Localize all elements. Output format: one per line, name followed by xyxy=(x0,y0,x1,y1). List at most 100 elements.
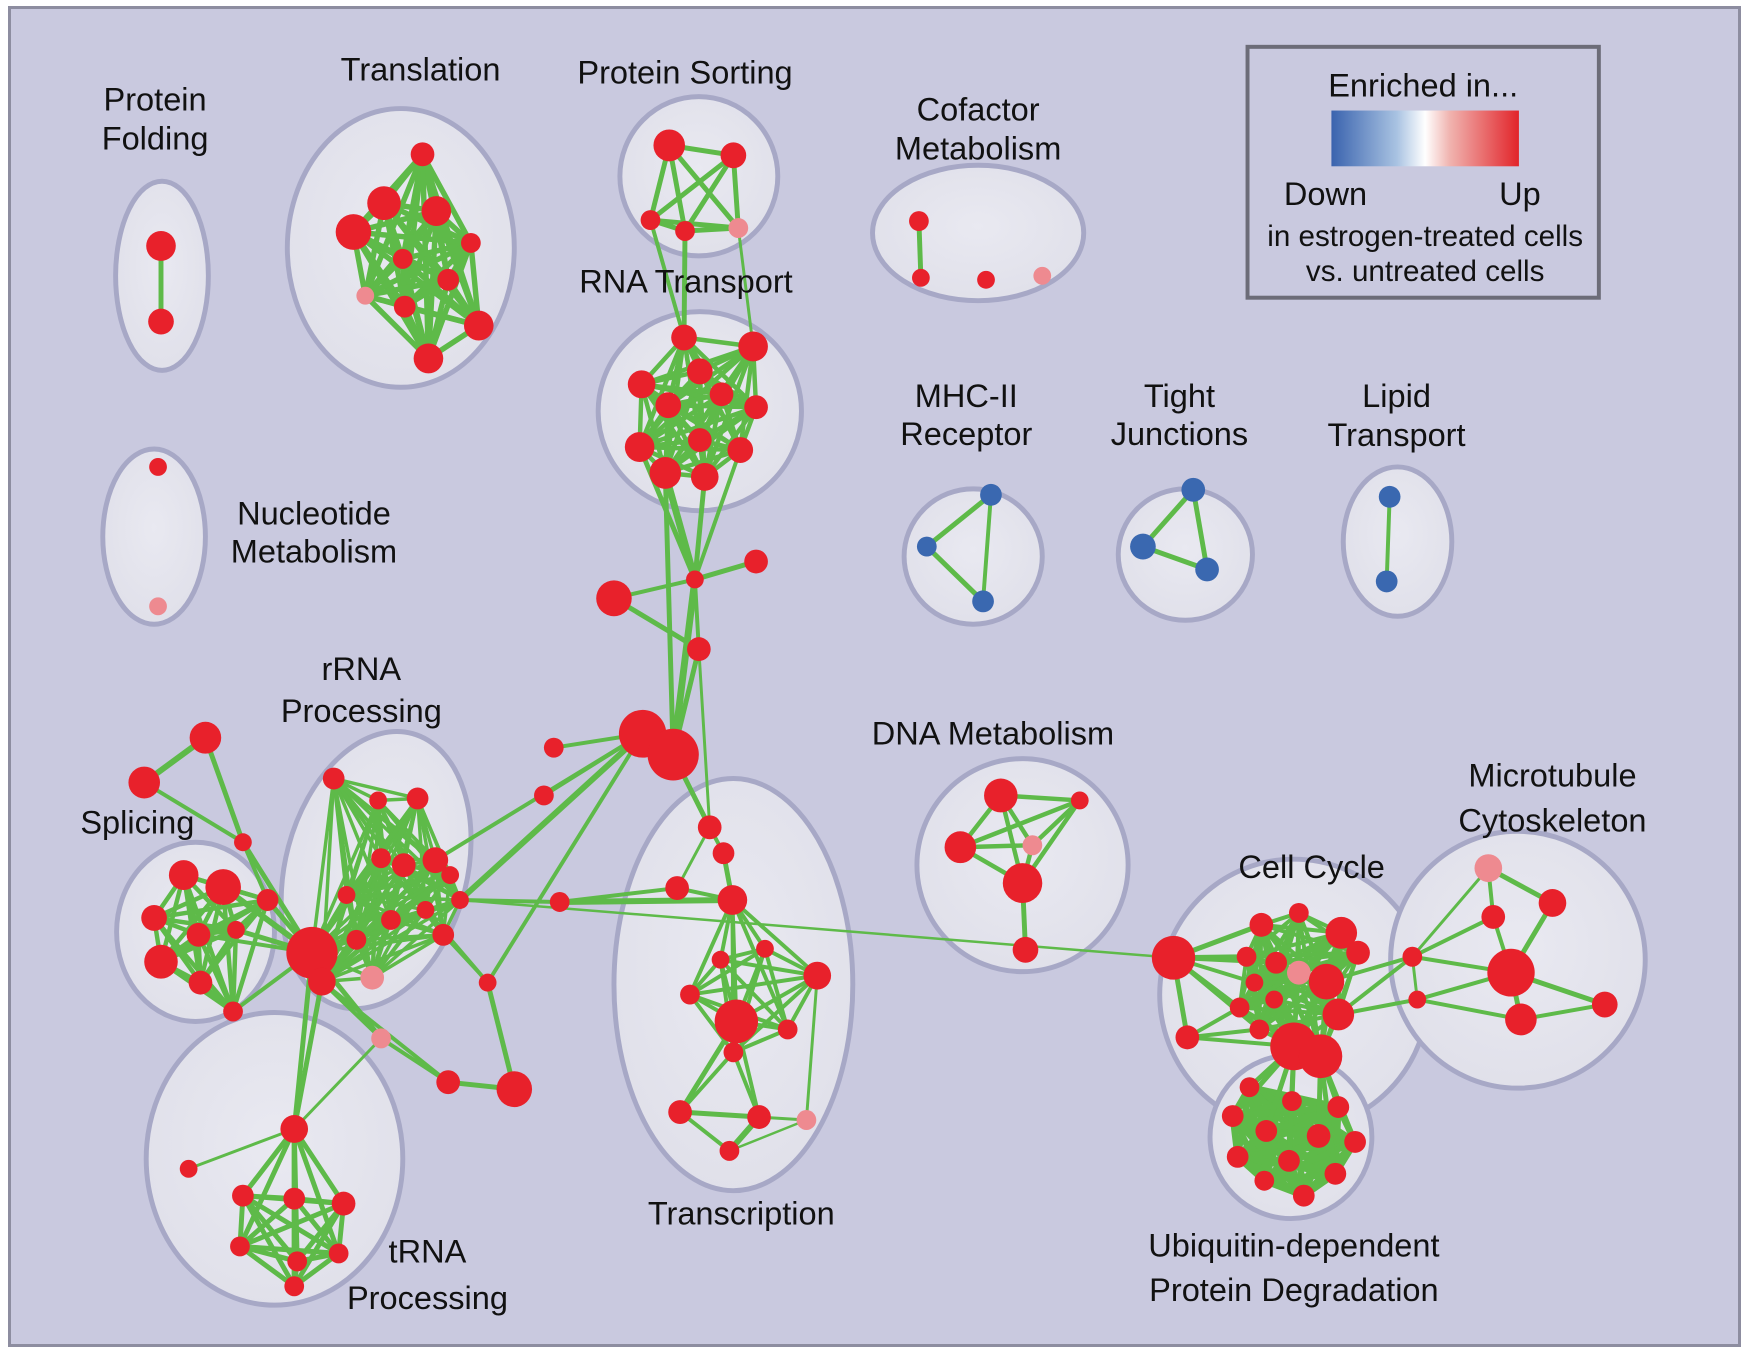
node-m1[interactable] xyxy=(432,923,455,946)
node-u1[interactable] xyxy=(1239,1077,1260,1098)
node-d1[interactable] xyxy=(984,778,1018,813)
node-rr7[interactable] xyxy=(337,886,356,904)
node-t5[interactable] xyxy=(461,232,481,253)
node-tj2[interactable] xyxy=(1130,533,1156,560)
node-cc15[interactable] xyxy=(1298,1034,1343,1079)
node-tc13[interactable] xyxy=(747,1105,771,1129)
node-sp2[interactable] xyxy=(205,869,241,905)
node-sp7[interactable] xyxy=(144,944,178,979)
node-mt6[interactable] xyxy=(1591,991,1618,1018)
node-u9[interactable] xyxy=(1278,1149,1300,1172)
node-tc1[interactable] xyxy=(697,815,722,840)
node-pf1[interactable] xyxy=(146,231,176,261)
node-tc6[interactable] xyxy=(711,950,730,969)
node-tc11[interactable] xyxy=(723,1042,744,1063)
node-cc4[interactable] xyxy=(1346,940,1370,965)
node-m3[interactable] xyxy=(360,965,385,990)
node-j4[interactable] xyxy=(686,637,711,662)
node-lt1[interactable] xyxy=(1378,485,1401,508)
node-t6[interactable] xyxy=(392,248,413,269)
node-rr9[interactable] xyxy=(308,967,336,996)
node-tr1[interactable] xyxy=(232,1184,254,1207)
node-d5[interactable] xyxy=(1002,863,1043,903)
node-mh3[interactable] xyxy=(972,590,994,613)
node-cm3[interactable] xyxy=(977,270,995,289)
node-rr4[interactable] xyxy=(422,847,449,874)
node-sp4[interactable] xyxy=(186,922,211,947)
node-rt6[interactable] xyxy=(655,392,682,419)
node-tc4[interactable] xyxy=(717,885,748,915)
node-lt2[interactable] xyxy=(1375,570,1398,593)
node-rr12[interactable] xyxy=(416,900,435,919)
node-ps4[interactable] xyxy=(675,221,695,241)
node-tc14[interactable] xyxy=(796,1110,817,1130)
node-cc7[interactable] xyxy=(1287,960,1311,985)
node-tr3[interactable] xyxy=(331,1191,356,1216)
node-u11[interactable] xyxy=(1254,1170,1275,1191)
node-t9[interactable] xyxy=(393,295,416,318)
node-u4[interactable] xyxy=(1221,1105,1244,1127)
node-m6[interactable] xyxy=(496,1071,533,1108)
node-ps2[interactable] xyxy=(720,142,747,169)
node-rt3[interactable] xyxy=(686,358,713,385)
node-cc12[interactable] xyxy=(1249,1019,1270,1040)
node-rr5[interactable] xyxy=(391,853,416,878)
node-tr7[interactable] xyxy=(284,1276,305,1297)
node-sp3[interactable] xyxy=(141,904,167,931)
node-t4[interactable] xyxy=(335,214,372,250)
node-u12[interactable] xyxy=(1292,1184,1315,1207)
node-rt11[interactable] xyxy=(649,456,682,489)
node-ps5[interactable] xyxy=(728,218,749,238)
node-sp5[interactable] xyxy=(227,920,245,939)
node-mt5[interactable] xyxy=(1505,1003,1537,1036)
node-cs[interactable] xyxy=(1175,1025,1200,1050)
node-cm2[interactable] xyxy=(912,268,930,287)
node-d4[interactable] xyxy=(1070,791,1089,810)
node-cb[interactable] xyxy=(1151,935,1196,980)
node-rr8[interactable] xyxy=(286,926,338,979)
node-rt2[interactable] xyxy=(738,331,768,362)
node-rt7[interactable] xyxy=(744,395,768,420)
node-j2[interactable] xyxy=(744,549,768,574)
node-tc9[interactable] xyxy=(714,999,759,1044)
node-d6[interactable] xyxy=(1012,936,1039,963)
node-trh[interactable] xyxy=(280,1115,309,1143)
node-tr6[interactable] xyxy=(328,1243,349,1264)
node-nm2[interactable] xyxy=(149,597,167,616)
node-lb2[interactable] xyxy=(534,785,554,806)
node-d2[interactable] xyxy=(944,831,977,864)
node-t7[interactable] xyxy=(437,268,460,291)
node-tr4[interactable] xyxy=(230,1236,250,1257)
node-tc8[interactable] xyxy=(803,961,832,990)
node-t10[interactable] xyxy=(463,310,494,341)
node-cc1[interactable] xyxy=(1249,912,1274,937)
node-t2[interactable] xyxy=(367,186,401,221)
node-tj1[interactable] xyxy=(1181,477,1206,502)
node-tc15[interactable] xyxy=(719,1140,740,1161)
node-d3[interactable] xyxy=(1022,835,1043,856)
node-nm1[interactable] xyxy=(149,457,167,476)
node-t3[interactable] xyxy=(421,196,452,227)
node-rr1[interactable] xyxy=(322,767,345,790)
node-tc3[interactable] xyxy=(665,876,689,900)
node-j3[interactable] xyxy=(596,580,632,617)
node-cc9[interactable] xyxy=(1308,963,1345,1000)
node-m2[interactable] xyxy=(451,891,469,909)
node-tc10[interactable] xyxy=(777,1019,798,1040)
node-pf2[interactable] xyxy=(148,308,174,335)
node-u5[interactable] xyxy=(1255,1120,1278,1142)
node-sb[interactable] xyxy=(128,766,161,799)
node-rt8[interactable] xyxy=(687,428,712,453)
node-mh1[interactable] xyxy=(980,483,1002,506)
node-rt5[interactable] xyxy=(709,382,734,407)
node-ps3[interactable] xyxy=(640,210,661,231)
node-t8[interactable] xyxy=(356,286,375,305)
node-u3[interactable] xyxy=(1327,1096,1350,1119)
node-sp1[interactable] xyxy=(168,860,199,891)
node-tc12[interactable] xyxy=(668,1100,692,1124)
node-tc2[interactable] xyxy=(712,842,735,865)
node-sp9[interactable] xyxy=(223,1001,243,1022)
node-cc3[interactable] xyxy=(1325,916,1358,949)
node-j1[interactable] xyxy=(686,570,704,589)
node-lb1[interactable] xyxy=(543,737,564,758)
